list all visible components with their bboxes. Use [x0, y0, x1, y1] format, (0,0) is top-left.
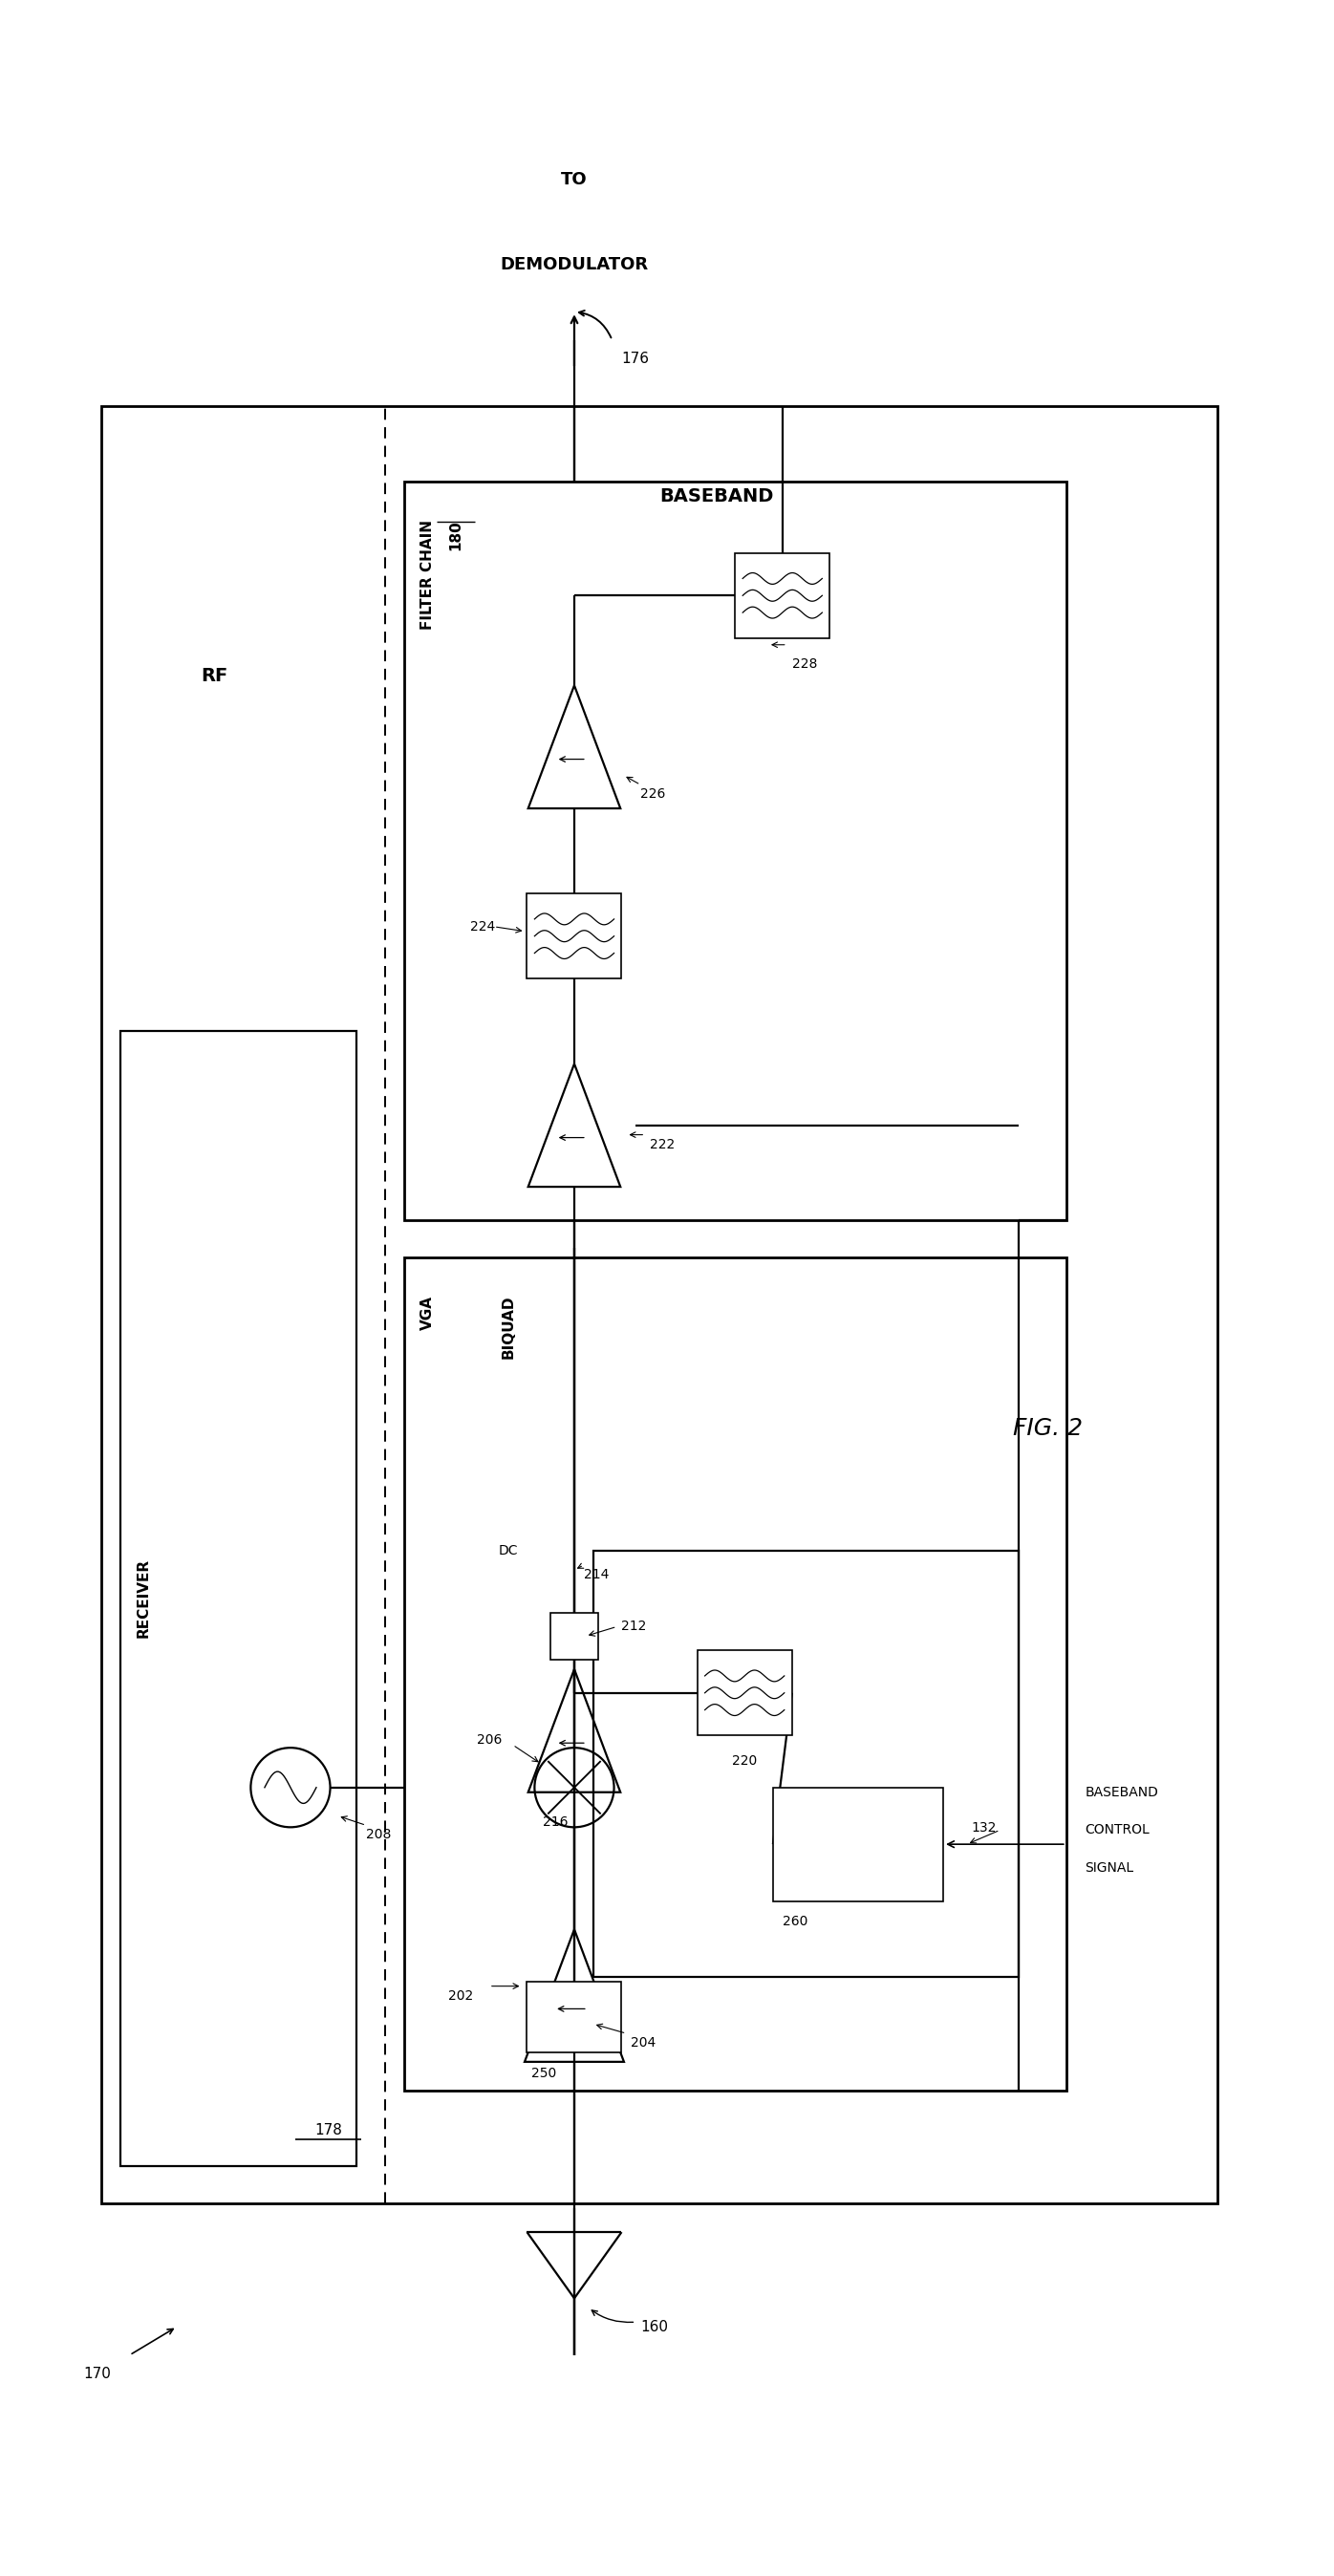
Bar — [527, 1981, 622, 2053]
Bar — [404, 1257, 1066, 2089]
Text: 180: 180 — [448, 520, 463, 551]
Text: 160: 160 — [640, 2318, 668, 2334]
Bar — [404, 482, 1066, 1221]
Text: VGA: VGA — [420, 1296, 435, 1329]
Text: 216: 216 — [543, 1816, 568, 1829]
Text: BASEBAND: BASEBAND — [1085, 1785, 1159, 1798]
Bar — [772, 1788, 943, 1901]
Text: FILTER CHAIN: FILTER CHAIN — [420, 520, 435, 629]
Text: SIGNAL: SIGNAL — [1085, 1862, 1134, 1875]
Text: 214: 214 — [584, 1569, 608, 1582]
Text: 228: 228 — [792, 657, 818, 670]
Text: 202: 202 — [448, 1989, 474, 2002]
Text: 220: 220 — [732, 1754, 758, 1767]
Text: DEMODULATOR: DEMODULATOR — [500, 255, 648, 273]
Text: 208: 208 — [366, 1829, 391, 1842]
Bar — [594, 1551, 1019, 1976]
Text: 176: 176 — [622, 353, 650, 366]
Bar — [735, 554, 830, 639]
Text: 170: 170 — [83, 2367, 111, 2380]
Bar — [527, 894, 622, 979]
Bar — [698, 1651, 792, 1736]
Text: RECEIVER: RECEIVER — [136, 1558, 151, 1638]
Text: RF: RF — [201, 667, 228, 685]
Text: DC: DC — [499, 1543, 518, 1558]
Text: BIQUAD: BIQUAD — [500, 1296, 515, 1360]
Bar — [101, 407, 1218, 2202]
Text: FIG. 2: FIG. 2 — [1013, 1417, 1082, 1440]
Text: 224: 224 — [470, 920, 495, 933]
Text: 132: 132 — [971, 1821, 996, 1834]
Text: 250: 250 — [532, 2066, 556, 2079]
Text: 222: 222 — [650, 1139, 675, 1151]
Text: BASEBAND: BASEBAND — [659, 487, 774, 505]
Text: TO: TO — [562, 170, 587, 188]
Bar — [551, 1613, 598, 1659]
Text: CONTROL: CONTROL — [1085, 1824, 1150, 1837]
Text: 204: 204 — [631, 2035, 656, 2050]
Bar — [120, 1030, 356, 2166]
Text: 206: 206 — [476, 1734, 502, 1747]
Text: 260: 260 — [783, 1914, 807, 1929]
Text: 212: 212 — [622, 1620, 647, 1633]
Text: 178: 178 — [315, 2123, 342, 2138]
Text: 226: 226 — [640, 788, 666, 801]
